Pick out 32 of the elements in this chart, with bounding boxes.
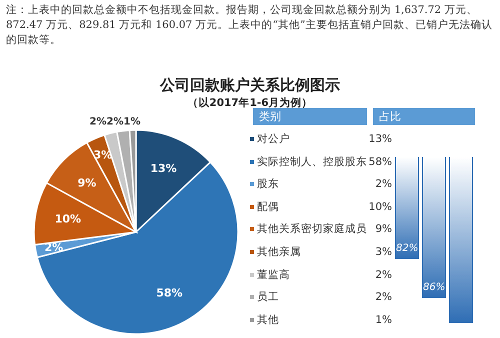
legend-label: 其他亲属: [257, 245, 301, 260]
data-label: 2%: [90, 116, 106, 128]
text: 注：上表中的回款总金额中不包括现金回款。报告期，公司现金回款总额分别为 1,637.72 万元、872.47 万元、829.81 万元和 160.07 万元。上表中的“其他”主要包括直销户回款、已销户无法确认的回款等。: [6, 3, 494, 48]
chart-title: 公司回款账户关系比例图示: [158, 76, 341, 95]
data-label: 13%: [150, 162, 177, 175]
text: 1%: [375, 314, 392, 326]
text: 3%: [375, 246, 392, 258]
text: 82%: [396, 243, 418, 254]
legend-label: 其他: [257, 312, 279, 328]
data-label: 10%: [54, 212, 82, 226]
text: 9%: [375, 223, 392, 236]
legend-label: 董监高: [257, 268, 290, 283]
data-label: 1%: [124, 116, 140, 128]
legend-label: 实际控制人、控股股东: [257, 154, 367, 170]
text: 58%: [368, 156, 392, 168]
legend-label: 股东: [257, 177, 279, 192]
text: 2%: [375, 178, 392, 190]
data-label: 58%: [156, 286, 183, 300]
legend-label: 员工: [257, 290, 279, 306]
chart-subtitle: （以2017年1-6月为例）: [186, 96, 314, 110]
legend-label: 配偶: [257, 200, 279, 215]
data-label: 9%: [78, 176, 96, 190]
text: 86%: [423, 282, 446, 293]
text: 13%: [368, 133, 392, 145]
text: 10%: [368, 200, 392, 213]
legend-label: 其他关系密切家庭成员: [257, 222, 367, 238]
text: 占比: [373, 108, 475, 125]
data-label: 2%: [106, 116, 124, 128]
legend-label: 对公户: [257, 132, 290, 147]
text: 2%: [375, 268, 392, 281]
text: 2%: [375, 291, 392, 304]
legend-title: 类别: [253, 108, 367, 125]
